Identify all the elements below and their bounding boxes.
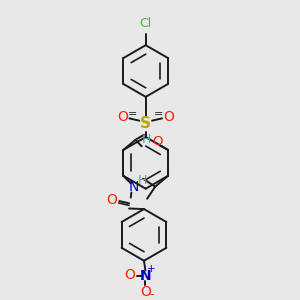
Text: =: = <box>154 110 163 119</box>
Text: O: O <box>106 193 117 207</box>
Text: N: N <box>140 269 151 283</box>
Text: -: - <box>149 287 153 300</box>
Text: H: H <box>138 174 147 187</box>
Text: O: O <box>152 135 162 148</box>
Text: Cl: Cl <box>140 17 152 30</box>
Text: O: O <box>124 268 135 282</box>
Text: +: + <box>147 264 156 274</box>
Text: O: O <box>163 110 174 124</box>
Text: S: S <box>140 116 151 131</box>
Text: N: N <box>129 180 140 194</box>
Text: O: O <box>117 110 128 124</box>
Text: =: = <box>128 110 137 119</box>
Text: H: H <box>142 133 151 146</box>
Text: O: O <box>140 285 151 299</box>
